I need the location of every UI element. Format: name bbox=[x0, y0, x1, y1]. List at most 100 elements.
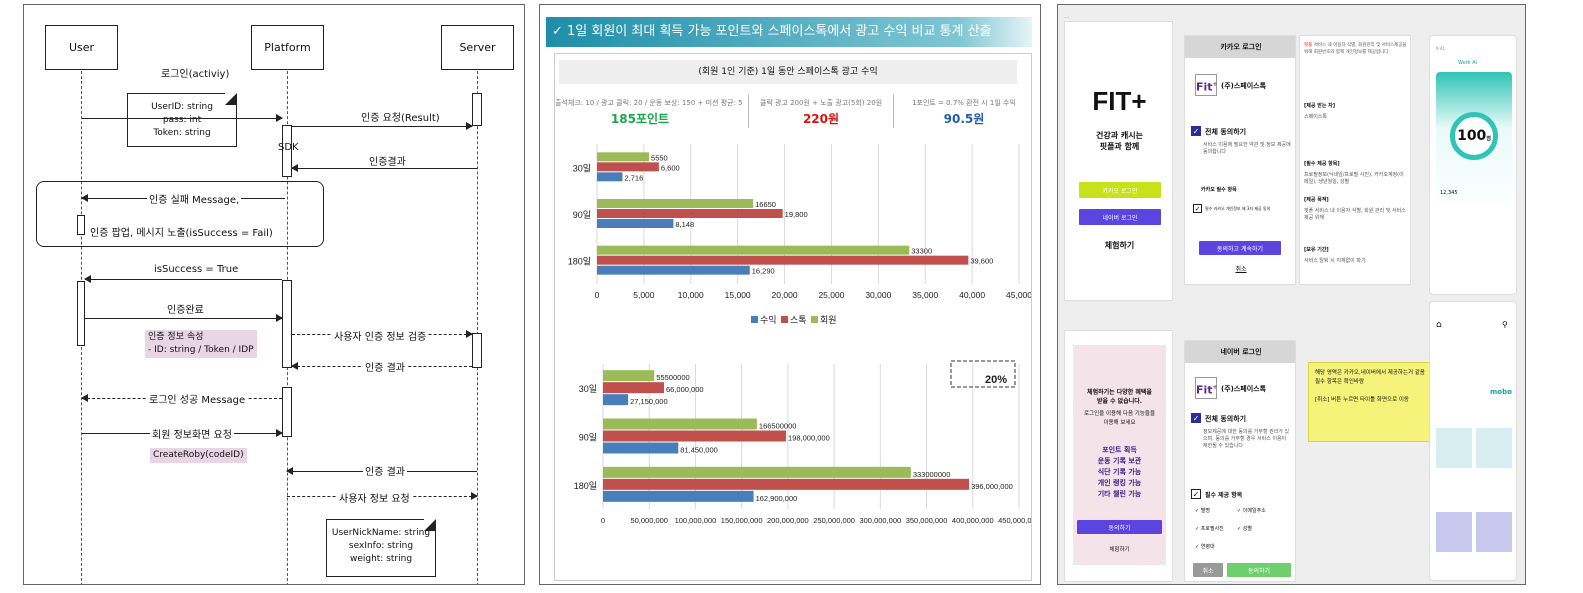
col-divider bbox=[748, 94, 749, 128]
note-auth-params: UserID: string pass: int Token: string bbox=[127, 93, 237, 147]
x-tick-label: 200,000,000 bbox=[767, 516, 809, 525]
col1-desc: 출석체크: 10 / 광고 클릭: 20 / 운동 보상: 150 + 미션 평… bbox=[555, 99, 743, 107]
stats-subtitle: (회원 1인 기준) 1일 동안 스페이스톡 광고 수익 bbox=[559, 60, 1017, 84]
naver-item-label: 프로필사진 bbox=[1200, 526, 1224, 532]
auth-info-attributes: 인증 정보 속성 - ID: string / Token / IDP bbox=[145, 330, 257, 358]
actor-platform: Platform bbox=[251, 25, 324, 70]
sticky-line: 필수 항목은 확인바람 bbox=[1315, 379, 1365, 385]
brand-badge: mobo bbox=[1490, 388, 1512, 396]
pink-text-3: 로그인을 이용해 다음 기능들을 bbox=[1083, 411, 1156, 417]
note-line: pass: int bbox=[162, 115, 202, 125]
score-card: 100점 12,345 bbox=[1436, 72, 1512, 212]
pink-feature-1: 포인트 획득 bbox=[1102, 446, 1137, 454]
pink-text-1: 체험하기는 다양한 혜택을 bbox=[1087, 389, 1152, 396]
trial-link[interactable]: 체험하기 bbox=[1104, 241, 1135, 250]
pink-agree-button[interactable]: 동의하기 bbox=[1077, 520, 1162, 534]
kakao-cancel-link[interactable]: 취소 bbox=[1235, 266, 1247, 273]
data-label: 198,000,000 bbox=[788, 434, 830, 443]
agree-all-checkbox[interactable]: ✓ bbox=[1191, 126, 1201, 136]
naver-agree-all-checkbox[interactable]: ✓ bbox=[1191, 413, 1201, 423]
bar-회원 bbox=[603, 418, 757, 430]
arrow-auth-result-1 bbox=[291, 164, 477, 172]
pink-trial-link[interactable]: 체험하기 bbox=[1109, 547, 1130, 553]
terms-heading-2: [필수 제공 항목] bbox=[1304, 161, 1340, 167]
x-tick-label: 10,000 bbox=[678, 290, 704, 300]
statistics-panel: ✓ 1일 회원이 최대 획득 가능 포인트와 스페이스톡에서 광고 수익 비교 … bbox=[539, 4, 1041, 585]
sequence-diagram-panel: User Platform Server 로그인(activiy) UserID… bbox=[23, 4, 525, 585]
stats-header: ✓ 1일 회원이 최대 획득 가능 포인트와 스페이스톡에서 광고 수익 비교 … bbox=[546, 17, 1032, 47]
bar-스톡 bbox=[597, 255, 969, 265]
naver-item-2[interactable]: ✓ 이메일주소 bbox=[1237, 508, 1266, 514]
naver-agree-all-label: 전체 동의하기 bbox=[1205, 415, 1247, 423]
home-icon[interactable]: ⌂ bbox=[1436, 320, 1442, 330]
bar-스톡 bbox=[603, 478, 970, 490]
company-logo: Fit+ bbox=[1195, 74, 1218, 96]
naver-login-button[interactable]: 네이버 로그인 bbox=[1079, 209, 1161, 225]
feed-card-1[interactable] bbox=[1436, 428, 1472, 468]
bar-스톡 bbox=[603, 382, 665, 394]
data-label: 16650 bbox=[755, 200, 776, 209]
activation-platform-2 bbox=[282, 280, 292, 368]
naver-item-label: 이메일주소 bbox=[1242, 508, 1266, 514]
x-tick-label: 45,000 bbox=[1006, 290, 1031, 300]
note-user-info: UserNickName: string sexInfo: string wei… bbox=[326, 519, 436, 577]
naver-item-4[interactable]: ✓ 성별 bbox=[1237, 526, 1252, 532]
kakao-login-button[interactable]: 카카오 로그인 bbox=[1079, 182, 1161, 198]
feed-card-2[interactable] bbox=[1476, 428, 1512, 468]
chart-daily-points: 0 5,000 10,000 15,000 20,000 25,000 30,000 35,0… bbox=[568, 144, 1031, 325]
note-line: sexInfo: string bbox=[348, 541, 414, 551]
naver-agree-button[interactable]: 동의하기 bbox=[1227, 563, 1291, 577]
category-label: 90일 bbox=[579, 433, 597, 443]
arrow-auth-request bbox=[292, 122, 473, 130]
msg-auth-request-label: 인증 요청(Result) bbox=[359, 109, 442, 124]
msg-fail-popup-label: 인증 팝업, 메시지 노출(isSuccess = Fail) bbox=[90, 228, 273, 239]
pink-card: 체험하기는 다양한 혜택을 받을 수 없습니다. 로그인을 이용해 다음 기능들… bbox=[1073, 345, 1166, 565]
data-label: 8,148 bbox=[675, 220, 694, 229]
bar-회원 bbox=[597, 245, 910, 255]
user-icon[interactable]: ⚲ bbox=[1502, 320, 1508, 329]
msg-login-success-label: 로그인 성공 Message bbox=[147, 391, 248, 406]
x-tick-label: 35,000 bbox=[912, 290, 938, 300]
x-tick-label: 450,000,000 bbox=[998, 516, 1031, 525]
kakao-item-label: 필수 카카오 개인정보 제 3자 제공 동의 bbox=[1205, 206, 1271, 211]
feed-card-3[interactable] bbox=[1436, 512, 1472, 552]
frame-splash: FIT+ 건강과 캐시는 핏플과 함께 카카오 로그인 네이버 로그인 체험하기 bbox=[1064, 21, 1173, 301]
activation-server-2 bbox=[472, 333, 482, 368]
agree-continue-button[interactable]: 동의하고 계속하기 bbox=[1199, 241, 1281, 255]
company-logo: Fit+ bbox=[1195, 377, 1218, 399]
bar-회원 bbox=[603, 370, 655, 382]
category-label: 180일 bbox=[568, 257, 591, 267]
naver-items-checkbox[interactable]: ✓ bbox=[1191, 489, 1201, 499]
sticky-note: 해당 영역은 카카오,네이버에서 제공하는거 같음 필수 항목은 확인바람 [취… bbox=[1308, 362, 1440, 442]
naver-cancel-button[interactable]: 취소 bbox=[1193, 563, 1223, 577]
naver-item-5[interactable]: ✓ 연령대 bbox=[1195, 544, 1215, 550]
arrow-complete bbox=[85, 314, 283, 322]
data-label: 39,600 bbox=[970, 257, 993, 266]
terms-value-1: 스페이스톡 bbox=[1304, 114, 1328, 120]
x-tick-label: 350,000,000 bbox=[906, 516, 948, 525]
bar-수익 bbox=[597, 265, 750, 275]
feed-card-4[interactable] bbox=[1476, 512, 1512, 552]
bar-수익 bbox=[597, 219, 674, 228]
data-label: 333000000 bbox=[913, 470, 951, 479]
naver-items-title: 필수 제공 항목 bbox=[1205, 492, 1243, 499]
kakao-item-checkbox[interactable]: ✓ bbox=[1193, 204, 1202, 213]
data-label: 16,290 bbox=[752, 267, 775, 276]
terms-value-2: 프로필정보(닉네임/프로필 사진), 카카오계정(이메일), 생년월일, 성별 bbox=[1304, 172, 1404, 185]
terms-heading-1: [제공 받는 자] bbox=[1304, 103, 1336, 109]
frame-phone-home: 9:41 Work Ai 100점 12,345 bbox=[1429, 35, 1517, 295]
x-tick-label: 0 bbox=[601, 516, 605, 525]
frame-kakao-login: 카카오 로그인 Fit+ (주)스페이스톡 ✓ 전체 동의하기 서비스 이용에 … bbox=[1184, 35, 1296, 285]
data-label: 33300 bbox=[911, 247, 932, 256]
x-tick-label: 50,000,000 bbox=[630, 516, 668, 525]
naver-item-3[interactable]: ✓ 프로필사진 bbox=[1195, 526, 1224, 532]
naver-title-bar: 네이버 로그인 bbox=[1185, 341, 1295, 363]
naver-item-1[interactable]: ✓ 별명 bbox=[1195, 508, 1210, 514]
actor-server: Server bbox=[441, 25, 514, 70]
data-label: 27,150,000 bbox=[630, 397, 668, 406]
pink-feature-2: 운동 기록 보관 bbox=[1097, 457, 1142, 465]
score-ring: 100점 bbox=[1450, 112, 1498, 160]
note-line: UserID: string bbox=[151, 102, 213, 112]
col2-value: 220원 bbox=[802, 112, 840, 126]
terms-intro: 핏플 서비스 내 이용자 식별, 회원관리 및 서비스제공을 위해 회원번호와 … bbox=[1304, 43, 1407, 55]
